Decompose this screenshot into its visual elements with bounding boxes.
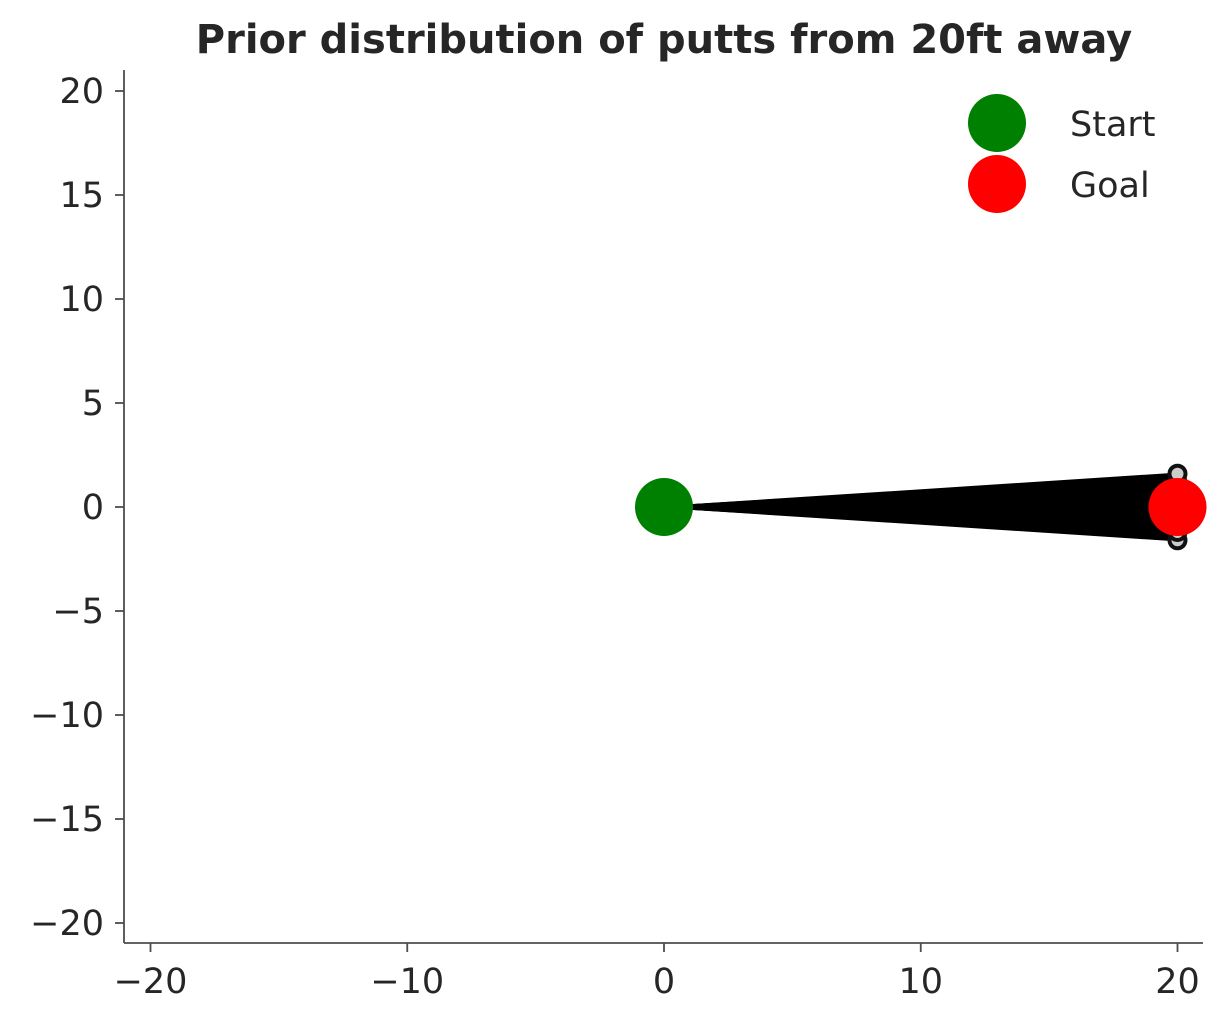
legend-marker-goal — [968, 155, 1026, 213]
legend: Start Goal — [968, 94, 1156, 213]
y-tick-label: 15 — [59, 176, 104, 216]
y-tick-label: −15 — [30, 800, 104, 840]
legend-label-start: Start — [1070, 105, 1156, 145]
y-tick-label: −10 — [30, 696, 104, 736]
x-tick-label: 20 — [1155, 962, 1200, 1002]
x-tick-label: 10 — [898, 962, 943, 1002]
x-tick-label: 0 — [653, 962, 675, 1002]
y-tick-label: 0 — [82, 488, 104, 528]
x-ticks: −20 −10 0 10 20 — [114, 943, 1200, 1002]
y-tick-label: 10 — [59, 280, 104, 320]
y-tick-label: −20 — [30, 904, 104, 944]
putt-paths — [663, 472, 1178, 542]
series-markers — [635, 478, 1207, 536]
goal-point — [1148, 478, 1207, 536]
y-tick-label: −5 — [52, 592, 104, 632]
y-ticks: −20 −15 −10 −5 0 5 10 15 20 — [30, 72, 124, 944]
putt-path-line — [663, 472, 1178, 509]
legend-marker-start — [968, 94, 1026, 152]
start-point — [635, 478, 693, 536]
y-tick-label: 5 — [82, 384, 104, 424]
legend-label-goal: Goal — [1070, 166, 1150, 206]
y-tick-label: 20 — [59, 72, 104, 112]
x-tick-label: −10 — [370, 962, 444, 1002]
chart-title: Prior distribution of putts from 20ft aw… — [196, 17, 1132, 63]
x-tick-label: −20 — [114, 962, 188, 1002]
